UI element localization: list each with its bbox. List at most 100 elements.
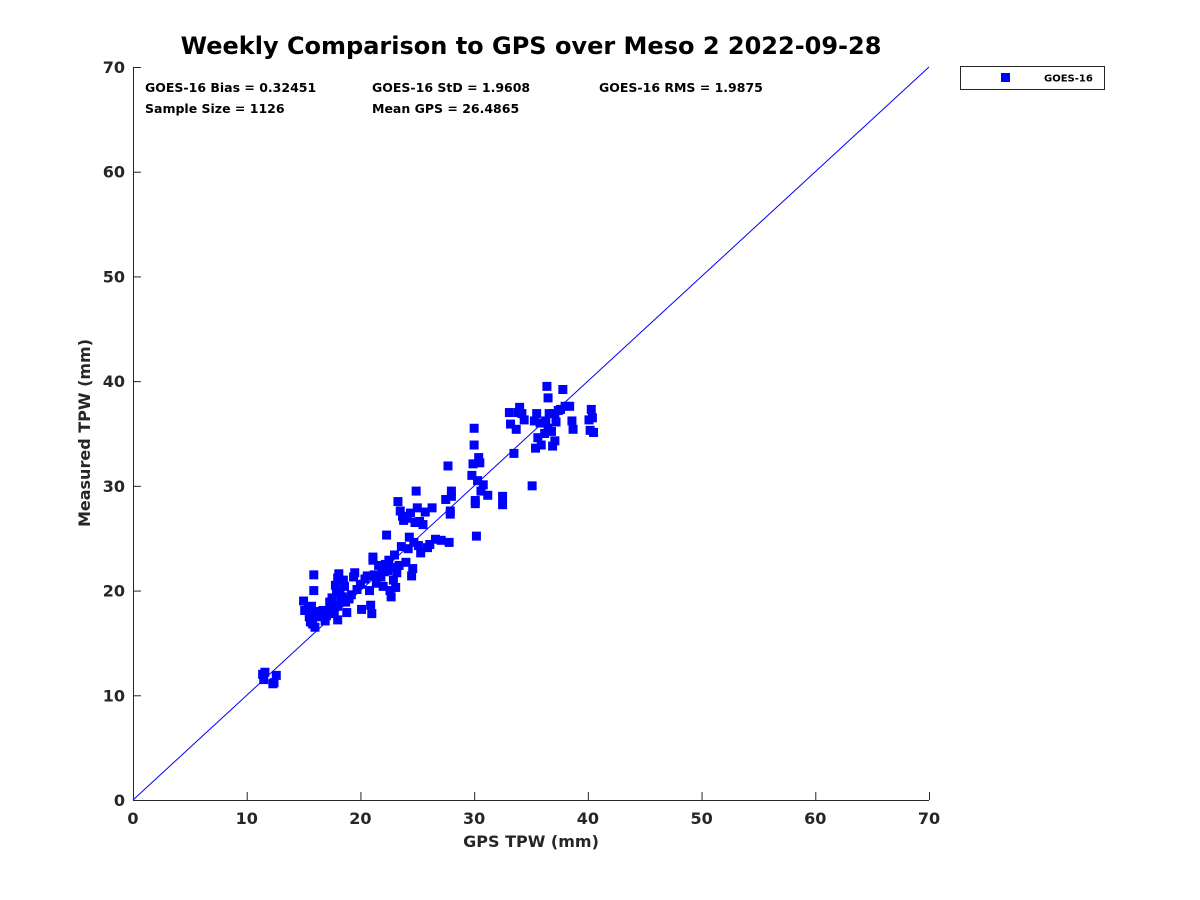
data-point [556, 404, 566, 414]
data-point [384, 555, 394, 565]
data-point [475, 458, 485, 468]
data-point [445, 506, 455, 516]
data-point [410, 518, 420, 528]
data-point [312, 607, 322, 617]
data-point [366, 600, 376, 610]
data-point [565, 401, 575, 411]
data-point [390, 550, 400, 560]
data-point [395, 506, 405, 516]
data-point [498, 500, 508, 510]
legend: GOES-16 [960, 66, 1105, 90]
data-point [382, 530, 392, 540]
x-tick-label: 10 [236, 809, 258, 828]
data-point [586, 404, 596, 414]
data-point [299, 596, 309, 606]
x-tick-label: 60 [804, 809, 826, 828]
data-point [260, 667, 270, 677]
data-point [394, 560, 404, 570]
data-point [471, 531, 481, 541]
data-point [386, 592, 396, 602]
data-point [342, 608, 352, 618]
data-point [396, 542, 406, 552]
data-point [378, 581, 388, 591]
data-point [320, 616, 330, 626]
data-point [420, 507, 430, 517]
data-point [529, 416, 539, 426]
data-point [369, 570, 379, 580]
data-point [430, 534, 440, 544]
data-point [326, 603, 336, 613]
data-point [567, 416, 577, 426]
chart-title: Weekly Comparison to GPS over Meso 2 202… [181, 32, 882, 60]
data-point [517, 409, 527, 419]
data-point [519, 415, 529, 425]
data-point [436, 535, 446, 545]
x-tick-label: 20 [349, 809, 371, 828]
data-point [316, 612, 326, 622]
data-point [362, 571, 372, 581]
legend-label-goes16: GOES-16 [1044, 74, 1093, 85]
y-tick-label: 10 [103, 686, 125, 705]
y-tick-label: 70 [103, 58, 125, 77]
stat-rms: GOES-16 RMS = 1.9875 [599, 80, 763, 95]
data-point [346, 590, 356, 600]
y-tick-label: 50 [103, 267, 125, 286]
stat-sample-size: Sample Size = 1126 [145, 101, 285, 116]
y-tick-label: 30 [103, 477, 125, 496]
data-point [338, 575, 348, 585]
data-point [330, 580, 340, 590]
data-point [548, 441, 558, 451]
data-point [401, 557, 411, 567]
data-point [408, 564, 418, 574]
legend-box [960, 66, 1105, 90]
data-point [558, 385, 568, 395]
one-to-one-reference-line [132, 66, 930, 801]
data-point [334, 569, 344, 579]
x-tick-label: 0 [127, 809, 138, 828]
data-point [407, 571, 417, 581]
data-point [329, 609, 339, 619]
y-axis-ticks: 0 10 20 30 40 50 60 70 [103, 58, 141, 810]
data-point [349, 572, 359, 582]
data-point [385, 586, 395, 596]
data-point [543, 393, 553, 403]
data-point [533, 433, 543, 443]
data-point [387, 563, 397, 573]
data-point [412, 503, 422, 513]
x-axis-label: GPS TPW (mm) [463, 832, 599, 851]
x-tick-label: 30 [463, 809, 485, 828]
data-point [532, 409, 542, 419]
data-points [258, 381, 599, 689]
data-point [527, 481, 537, 491]
x-tick-label: 50 [690, 809, 712, 828]
data-point [327, 593, 337, 603]
data-point [357, 604, 367, 614]
data-point [321, 611, 331, 621]
data-point [309, 586, 319, 596]
data-point [511, 424, 521, 434]
data-point [473, 476, 483, 486]
data-point [498, 491, 508, 501]
data-point [550, 436, 560, 446]
data-point [355, 579, 365, 589]
data-point [540, 429, 550, 438]
data-point [470, 499, 480, 509]
data-point [335, 586, 345, 596]
data-point [542, 381, 552, 391]
data-point [269, 678, 279, 688]
data-point [441, 494, 451, 504]
data-point [383, 566, 393, 576]
data-point [568, 424, 578, 434]
data-point [368, 552, 378, 562]
data-point [467, 470, 477, 480]
y-tick-label: 0 [114, 791, 125, 810]
data-point [509, 448, 519, 458]
data-point [536, 440, 546, 450]
data-point [352, 585, 362, 595]
y-tick-label: 40 [103, 372, 125, 391]
data-point [444, 537, 454, 547]
y-axis-label: Measured TPW (mm) [75, 339, 94, 527]
data-point [367, 609, 377, 619]
y-tick-label: 20 [103, 582, 125, 601]
